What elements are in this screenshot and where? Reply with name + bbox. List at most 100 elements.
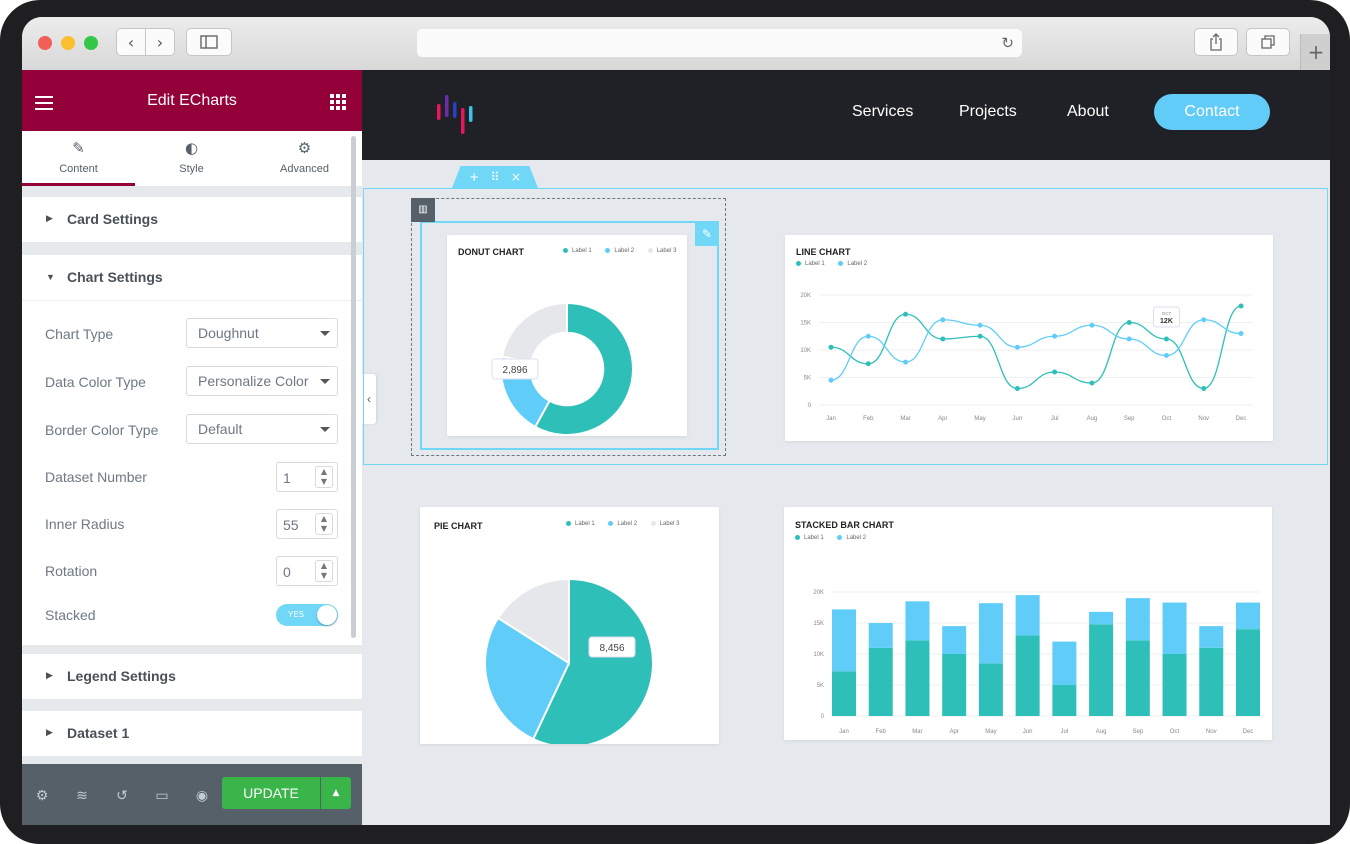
legend-swatch: [796, 261, 801, 266]
select-value: Default: [198, 421, 243, 437]
tooltip-text: 8,456: [599, 643, 624, 654]
panel-scrollbar[interactable]: [351, 136, 356, 638]
back-button[interactable]: ‹: [116, 28, 146, 56]
legend-label: Label 1: [572, 248, 592, 255]
x-tick-label: Apr: [950, 729, 959, 735]
widgets-grid-icon[interactable]: [330, 94, 346, 110]
delete-section-icon[interactable]: ×: [510, 170, 521, 184]
sidebar-toggle-button[interactable]: [186, 28, 232, 56]
update-options-button[interactable]: ▲: [321, 777, 351, 809]
site-header: Services Projects About Contact: [362, 70, 1330, 160]
tabs-overview-button[interactable]: [1246, 28, 1290, 56]
tab-label: Advanced: [280, 163, 329, 175]
nav-link-projects[interactable]: Projects: [959, 103, 1017, 120]
share-button[interactable]: [1194, 28, 1238, 56]
menu-icon[interactable]: [35, 96, 53, 114]
x-tick-label: Feb: [863, 416, 874, 422]
section-title: Legend Settings: [67, 668, 176, 684]
pie-chart-card: PIE CHART Label 1 Label 2 Label 3 8,456: [420, 507, 719, 744]
legend-label: Label 1: [575, 521, 595, 528]
card-settings-section[interactable]: ▶ Card Settings: [22, 197, 362, 242]
stacked-toggle[interactable]: YES: [276, 604, 338, 626]
column-handle-icon[interactable]: ▥: [411, 198, 435, 222]
chart-settings-header[interactable]: ▼ Chart Settings: [22, 255, 362, 301]
y-tick-label: 5K: [817, 683, 824, 689]
panel-footer: ⚙ ≋ ↺ ▭ ◉ UPDATE ▲: [22, 764, 362, 825]
border-color-type-select[interactable]: Default: [186, 414, 338, 444]
nav-link-about[interactable]: About: [1067, 103, 1109, 120]
bar-segment: [1089, 611, 1114, 625]
stepper-icon[interactable]: ▲ ▼: [315, 466, 333, 488]
inner-radius-input[interactable]: 55 ▲ ▼: [276, 509, 338, 539]
data-color-type-select[interactable]: Personalize Color: [186, 366, 338, 396]
add-section-icon[interactable]: +: [469, 170, 480, 184]
layers-icon[interactable]: ≋: [76, 788, 88, 804]
forward-button[interactable]: ›: [145, 28, 175, 56]
tab-style[interactable]: ◐ Style: [135, 131, 248, 186]
donut-chart-card: DONUT CHART Label 1 Label 2 Label 3 2,89…: [447, 235, 687, 436]
preview-eye-icon[interactable]: ◉: [195, 788, 209, 804]
minimize-window-dot[interactable]: [61, 36, 75, 50]
chevron-right-icon: ›: [156, 32, 164, 52]
line-chart[interactable]: 20K 15K 10K 5K 0 Jan Feb Mar Apr May Jun Jul Aug Sep O…: [785, 235, 1273, 441]
legend-swatch: [647, 248, 653, 253]
stepper-icon[interactable]: ▲ ▼: [315, 560, 333, 582]
tooltip-box: [588, 636, 636, 658]
x-tick-label: Nov: [1206, 729, 1217, 735]
inner-radius-label: Inner Radius: [45, 516, 125, 532]
stacked-label: Stacked: [45, 607, 96, 623]
legend-label: Label 2: [614, 248, 635, 255]
data-point: [1126, 336, 1132, 342]
data-point: [1052, 333, 1058, 339]
data-point: [1089, 322, 1095, 328]
data-point: [1126, 320, 1132, 325]
data-point: [1052, 369, 1058, 375]
x-tick-label: Apr: [938, 416, 947, 422]
close-window-dot[interactable]: [38, 36, 52, 50]
rotation-input[interactable]: 0 ▲ ▼: [276, 556, 338, 586]
tab-content[interactable]: ✎ Content: [22, 131, 135, 186]
settings-icon[interactable]: ⚙: [35, 788, 49, 804]
zoom-window-dot[interactable]: [84, 36, 98, 50]
data-point: [1238, 331, 1244, 336]
bar-segment: [978, 663, 1003, 716]
reload-icon[interactable]: ↻: [1001, 34, 1014, 52]
data-point: [828, 377, 834, 383]
caret-right-icon: ▶: [46, 670, 53, 680]
collapse-panel-button[interactable]: ‹: [362, 374, 376, 424]
address-bar[interactable]: ↻: [417, 29, 1022, 57]
data-point: [1201, 317, 1207, 323]
edit-widget-icon[interactable]: ✎: [695, 222, 719, 246]
dataset-section[interactable]: ▶ Dataset 1: [22, 711, 362, 756]
series-line: [830, 319, 1242, 381]
x-tick-label: Sep: [1132, 729, 1143, 735]
bar-segment: [868, 647, 893, 716]
data-point: [903, 359, 909, 365]
section-handle[interactable]: + ⠿ ×: [452, 166, 538, 188]
chart-type-label: Chart Type: [45, 326, 114, 342]
tooltip-box: [491, 358, 539, 380]
tab-advanced[interactable]: ⚙ Advanced: [248, 131, 361, 186]
dataset-number-input[interactable]: 1 ▲ ▼: [276, 462, 338, 492]
chart-title: DONUT CHART: [458, 247, 524, 257]
update-button[interactable]: UPDATE: [222, 777, 320, 809]
nav-link-services[interactable]: Services: [852, 103, 914, 120]
data-point: [903, 311, 909, 317]
pie-chart[interactable]: 8,456: [420, 507, 719, 744]
x-tick-label: Aug: [1087, 416, 1098, 422]
responsive-icon[interactable]: ▭: [155, 788, 169, 804]
data-point: [828, 344, 834, 350]
bar-segment: [1089, 624, 1114, 716]
stepper-icon[interactable]: ▲ ▼: [315, 513, 333, 535]
donut-chart[interactable]: 2,896: [447, 235, 687, 436]
stacked-bar-chart[interactable]: 20K 15K 10K 5K 0 Jan Feb Mar Apr May Jun Jul Aug Sep O…: [784, 507, 1272, 740]
history-icon[interactable]: ↺: [116, 788, 128, 804]
legend-settings-section[interactable]: ▶ Legend Settings: [22, 654, 362, 699]
contact-button[interactable]: Contact: [1154, 94, 1270, 130]
chart-type-select[interactable]: Doughnut: [186, 318, 338, 348]
rotation-label: Rotation: [45, 563, 98, 579]
logo-icon[interactable]: [434, 92, 484, 138]
drag-section-icon[interactable]: ⠿: [490, 170, 500, 184]
new-tab-button[interactable]: +: [1300, 34, 1330, 70]
